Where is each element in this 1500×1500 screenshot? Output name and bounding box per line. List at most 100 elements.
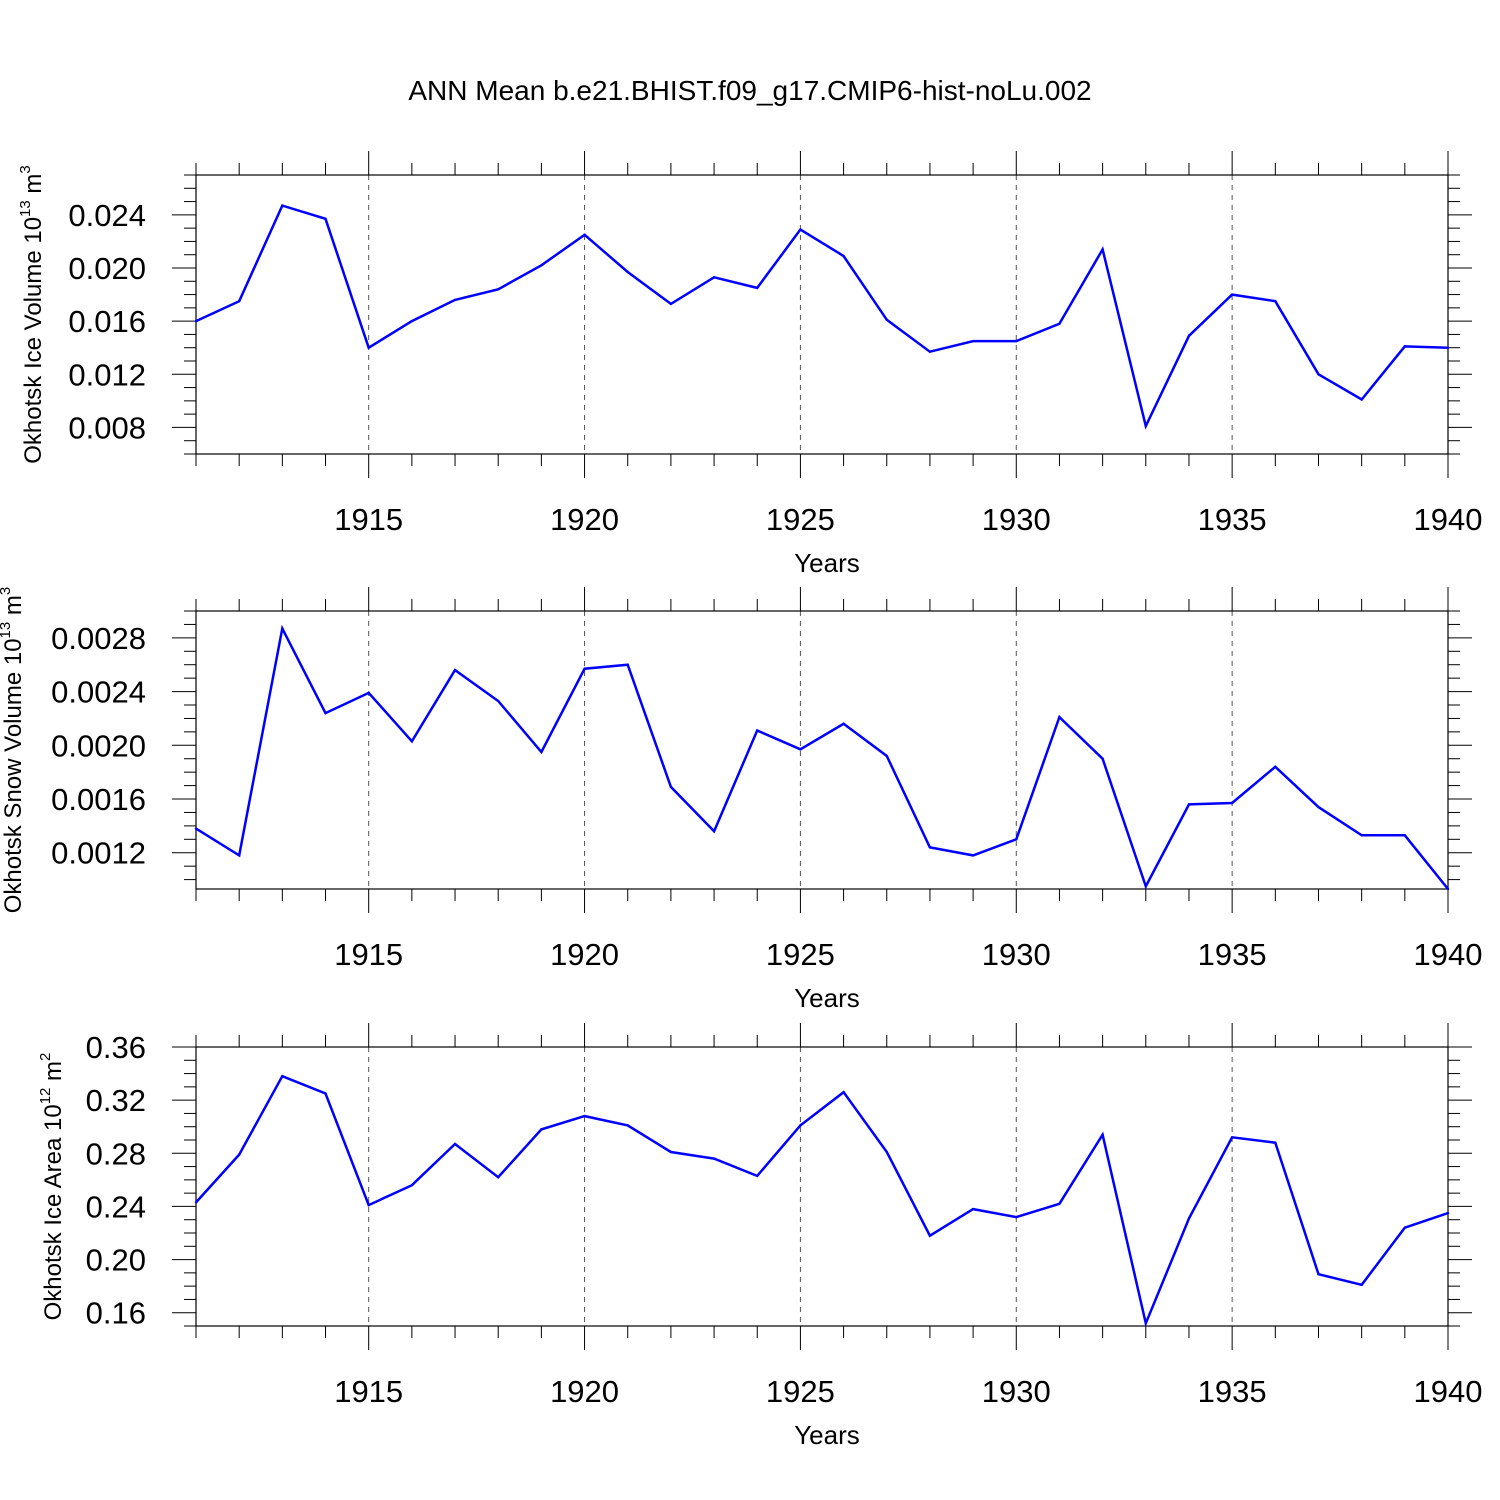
- data-point: [194, 1201, 198, 1204]
- data-point: [712, 830, 716, 833]
- data-point: [971, 339, 975, 343]
- data-point: [1101, 248, 1104, 251]
- data-point: [1317, 373, 1320, 376]
- data-point: [540, 1128, 543, 1131]
- data-point: [324, 711, 327, 715]
- data-point: [1230, 1136, 1234, 1139]
- data-point: [842, 1090, 845, 1094]
- data-point: [842, 254, 845, 258]
- y-axis-label-unit: m: [0, 595, 27, 622]
- x-axis-label: Years: [794, 983, 860, 1013]
- data-point: [1058, 1202, 1061, 1205]
- data-point: [1101, 757, 1104, 760]
- y-axis-label: Okhotsk Ice Volume 1013 m3: [17, 165, 47, 464]
- data-point: [1144, 885, 1147, 888]
- plot-frame: [195, 610, 1449, 890]
- x-tick-label: 1925: [766, 1374, 835, 1409]
- data-point: [971, 1207, 975, 1211]
- y-axis-label: Okhotsk Ice Area 1012 m2: [37, 1053, 67, 1321]
- data-point: [756, 1174, 759, 1178]
- data-point: [1187, 803, 1191, 806]
- x-tick-label: 1925: [766, 502, 835, 537]
- y-axis-label-exponent: 13: [0, 622, 14, 639]
- data-point: [1360, 398, 1363, 401]
- x-axis-label: Years: [794, 548, 860, 578]
- x-tick-label: 1940: [1414, 937, 1483, 972]
- series-line: [195, 1074, 1449, 1328]
- x-tick-label: 1930: [982, 502, 1051, 537]
- y-tick-label: 0.016: [68, 304, 146, 339]
- data-point: [1446, 346, 1450, 349]
- data-point: [971, 854, 975, 857]
- data-point: [453, 1142, 457, 1146]
- data-point: [1403, 834, 1407, 837]
- x-tick-label: 1930: [982, 937, 1051, 972]
- data-point: [1015, 1215, 1018, 1219]
- data-point: [281, 1075, 284, 1078]
- data-point: [1274, 765, 1277, 768]
- x-tick-label: 1920: [550, 937, 619, 972]
- y-tick-label: 0.28: [86, 1136, 146, 1171]
- data-point: [583, 667, 586, 670]
- data-point: [453, 668, 457, 672]
- y-axis-label-text: Okhotsk Ice Area 10: [40, 1104, 67, 1320]
- data-point: [367, 691, 370, 695]
- x-tick-label: 1925: [766, 937, 835, 972]
- y-axis-label-unit-exponent: 3: [0, 587, 14, 595]
- x-tick-label: 1920: [550, 502, 619, 537]
- y-tick-label: 0.0016: [51, 782, 146, 817]
- data-point: [1446, 1211, 1450, 1215]
- data-point: [497, 288, 500, 291]
- data-point: [669, 302, 673, 306]
- x-tick-label: 1940: [1414, 502, 1483, 537]
- data-point: [1403, 345, 1407, 348]
- plot-frame: [195, 1046, 1449, 1327]
- data-point: [540, 264, 543, 267]
- data-point: [497, 699, 500, 703]
- data-point: [712, 276, 716, 279]
- panel-snow-volume: 1915 1920 1925 1930 1935 1940 Years 0.0012 0.001…: [0, 587, 1482, 1013]
- data-point: [1058, 715, 1061, 719]
- data-point: [367, 1203, 370, 1207]
- y-tick-label: 0.0020: [51, 728, 146, 763]
- data-point: [1187, 1217, 1191, 1220]
- data-point: [1403, 1226, 1407, 1229]
- data-point: [1360, 834, 1363, 837]
- data-point: [928, 350, 932, 353]
- data-point: [324, 1092, 327, 1095]
- data-point: [1274, 1141, 1277, 1144]
- panel-ice-volume: 1915 1920 1925 1930 1935 1940 Years 0.008 0.012 0…: [17, 151, 1482, 578]
- x-tick-label: 1915: [334, 1374, 403, 1409]
- y-tick-label: 0.0028: [51, 621, 146, 656]
- data-point: [1015, 339, 1018, 343]
- data-point: [799, 228, 802, 231]
- data-point: [583, 233, 586, 236]
- x-tick-label: 1915: [334, 502, 403, 537]
- data-point: [1144, 1322, 1147, 1325]
- data-point: [1274, 300, 1277, 303]
- x-tick-label: 1935: [1198, 1374, 1267, 1409]
- data-point: [1230, 801, 1234, 805]
- data-point: [1058, 322, 1061, 325]
- data-point: [583, 1114, 586, 1118]
- data-point: [1446, 887, 1450, 891]
- data-point: [928, 846, 932, 849]
- plot-frame: [195, 174, 1449, 455]
- y-tick-label: 0.012: [68, 357, 146, 392]
- data-point: [885, 754, 888, 758]
- data-point: [324, 217, 327, 221]
- data-point: [410, 740, 414, 743]
- data-point: [626, 270, 629, 274]
- data-point: [453, 298, 457, 302]
- data-point: [194, 827, 198, 830]
- y-tick-label: 0.0024: [51, 675, 146, 710]
- y-axis-label-text: Okhotsk Snow Volume 10: [0, 638, 27, 913]
- y-tick-label: 0.024: [68, 198, 146, 233]
- data-point: [1230, 293, 1234, 296]
- data-point: [756, 729, 759, 732]
- data-point: [669, 785, 673, 789]
- y-tick-label: 0.32: [86, 1083, 146, 1118]
- data-point: [1317, 805, 1320, 809]
- x-axis-label: Years: [794, 1420, 860, 1450]
